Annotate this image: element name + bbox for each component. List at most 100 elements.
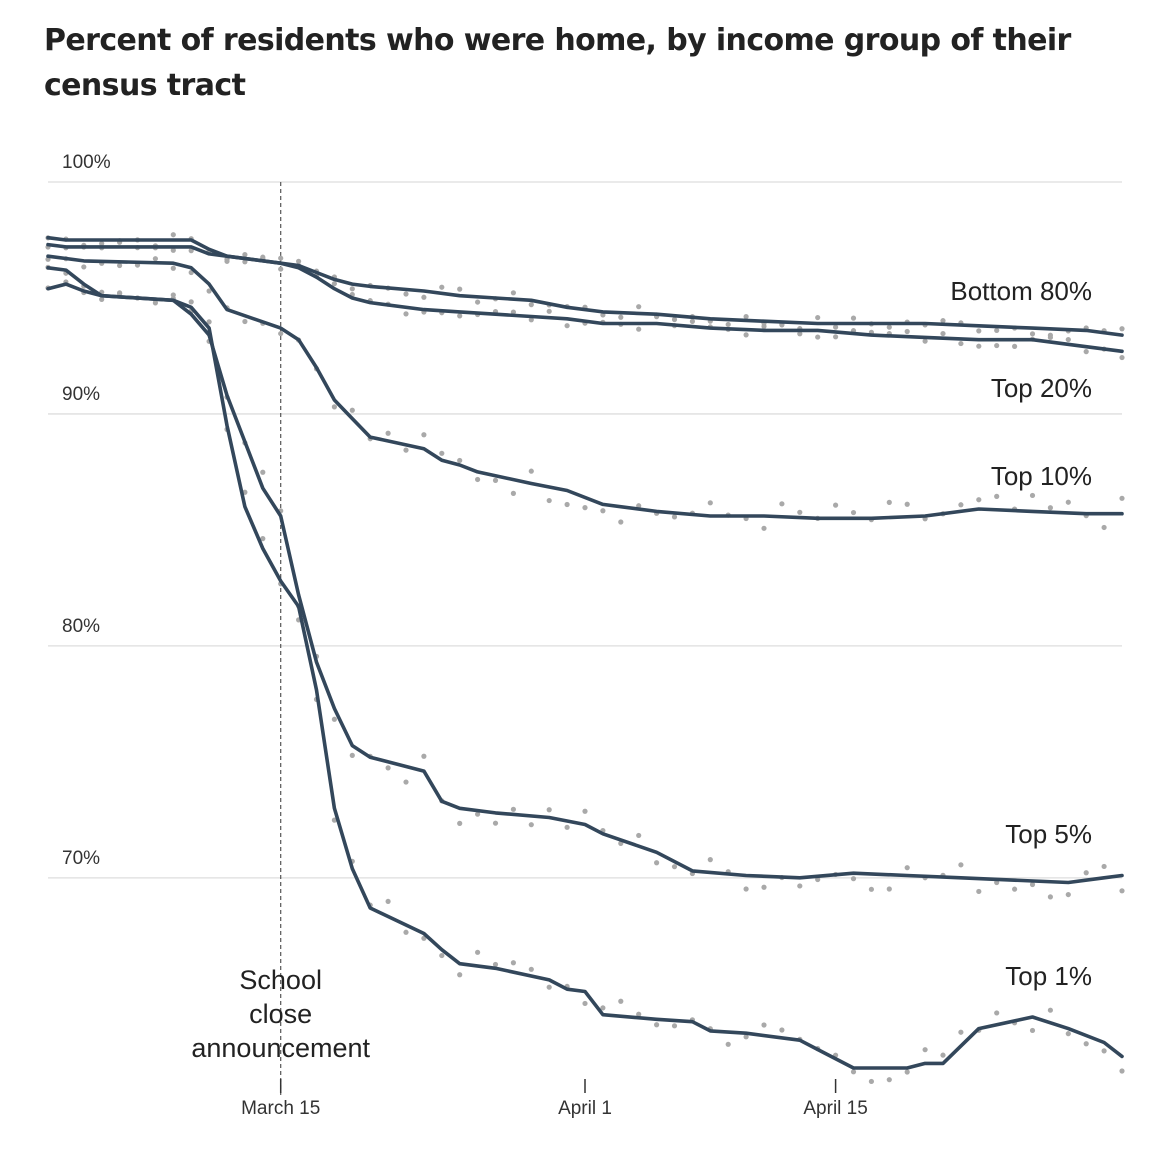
- data-dot: [797, 883, 803, 889]
- data-dot: [725, 1041, 731, 1047]
- data-dot: [582, 505, 588, 511]
- data-dot: [170, 232, 176, 238]
- data-dot: [331, 281, 337, 287]
- data-dot: [1029, 331, 1036, 337]
- series-label: Top 10%: [991, 461, 1092, 491]
- y-tick-label: 80%: [62, 616, 100, 637]
- data-dot: [528, 966, 534, 972]
- data-dot: [1119, 495, 1125, 501]
- x-tick-label: March 15: [241, 1098, 320, 1119]
- data-dot: [546, 308, 552, 314]
- data-dot: [725, 321, 731, 328]
- data-dot: [707, 857, 713, 863]
- data-dot: [1119, 354, 1125, 361]
- data-dot: [421, 753, 427, 759]
- data-dot: [976, 328, 982, 334]
- data-dot: [922, 1047, 928, 1053]
- data-dot: [1012, 886, 1018, 892]
- data-dot: [439, 450, 445, 456]
- data-dot: [260, 536, 266, 542]
- data-dot: [797, 509, 803, 515]
- data-dot: [1029, 1027, 1036, 1034]
- data-dot: [475, 949, 481, 955]
- data-dot: [457, 313, 463, 319]
- data-dot: [475, 476, 481, 483]
- data-dots: [45, 232, 1125, 1085]
- data-dot: [510, 309, 516, 315]
- data-dot: [582, 808, 588, 814]
- data-dot: [403, 929, 409, 935]
- data-dot: [492, 961, 499, 968]
- chart-title: Percent of residents who were home, by i…: [44, 23, 1071, 103]
- data-dot: [1101, 524, 1107, 531]
- data-dot: [349, 286, 355, 292]
- data-dot: [1083, 1041, 1089, 1047]
- data-dot: [671, 316, 678, 323]
- data-dot: [833, 502, 839, 508]
- data-dot: [654, 860, 660, 866]
- data-dot: [904, 865, 910, 871]
- data-dot: [904, 328, 910, 335]
- data-dot: [976, 888, 982, 895]
- data-dot: [1065, 891, 1071, 898]
- data-dot: [671, 1023, 678, 1029]
- data-dot: [815, 334, 821, 340]
- y-tick-label: 70%: [62, 848, 100, 869]
- data-dot: [743, 886, 749, 892]
- data-dot: [636, 832, 642, 839]
- school-close-annotation: School close announcement: [191, 182, 371, 1095]
- data-dot: [815, 314, 821, 321]
- data-dot: [886, 499, 892, 505]
- data-dot: [976, 497, 982, 503]
- x-tick-label: April 1: [558, 1098, 612, 1119]
- data-dot: [761, 1022, 767, 1028]
- data-dot: [618, 998, 624, 1004]
- data-dot: [564, 501, 570, 508]
- data-dot: [636, 1011, 642, 1017]
- data-dot: [940, 1052, 946, 1058]
- data-dot: [1083, 870, 1089, 876]
- y-tick-label: 100%: [62, 152, 111, 173]
- gridlines: 100% 90% 80% 70%: [48, 152, 1122, 879]
- data-dot: [850, 1069, 857, 1075]
- data-dot: [1065, 499, 1071, 505]
- series-labels: Bottom 80% Top 20% Top 10% Top 5% Top 1%: [950, 276, 1092, 991]
- data-dot: [403, 291, 409, 297]
- data-dot: [224, 258, 230, 264]
- data-dot: [278, 255, 284, 261]
- data-dot: [331, 404, 337, 410]
- data-dot: [636, 326, 642, 332]
- data-dot: [439, 952, 445, 959]
- data-dot: [188, 299, 194, 305]
- data-dot: [636, 304, 642, 310]
- data-dot: [618, 519, 624, 525]
- data-dot: [1083, 349, 1089, 355]
- data-dot: [958, 1029, 964, 1035]
- data-dot: [761, 525, 767, 531]
- data-dot: [475, 299, 481, 305]
- data-dot: [886, 886, 892, 892]
- data-dot: [958, 862, 964, 868]
- data-dot: [671, 864, 678, 870]
- data-dot: [510, 806, 516, 812]
- data-dot: [457, 972, 463, 978]
- data-dot: [403, 311, 409, 317]
- series-label: Top 5%: [1005, 819, 1092, 849]
- series-line: [46, 235, 1124, 337]
- data-dot: [940, 318, 946, 324]
- data-dot: [1012, 343, 1018, 349]
- data-dot: [117, 290, 123, 297]
- data-dot: [850, 509, 857, 516]
- data-dot: [833, 334, 839, 340]
- data-dot: [278, 330, 284, 337]
- data-dot: [1047, 334, 1053, 341]
- data-dot: [1119, 326, 1125, 332]
- data-dot: [564, 323, 570, 329]
- data-dot: [850, 876, 857, 882]
- data-dot: [1047, 1007, 1053, 1013]
- series-label: Top 20%: [991, 373, 1092, 403]
- data-dot: [600, 508, 606, 514]
- data-dot: [546, 984, 552, 990]
- series-lines: [46, 235, 1124, 1070]
- data-dot: [1065, 336, 1071, 343]
